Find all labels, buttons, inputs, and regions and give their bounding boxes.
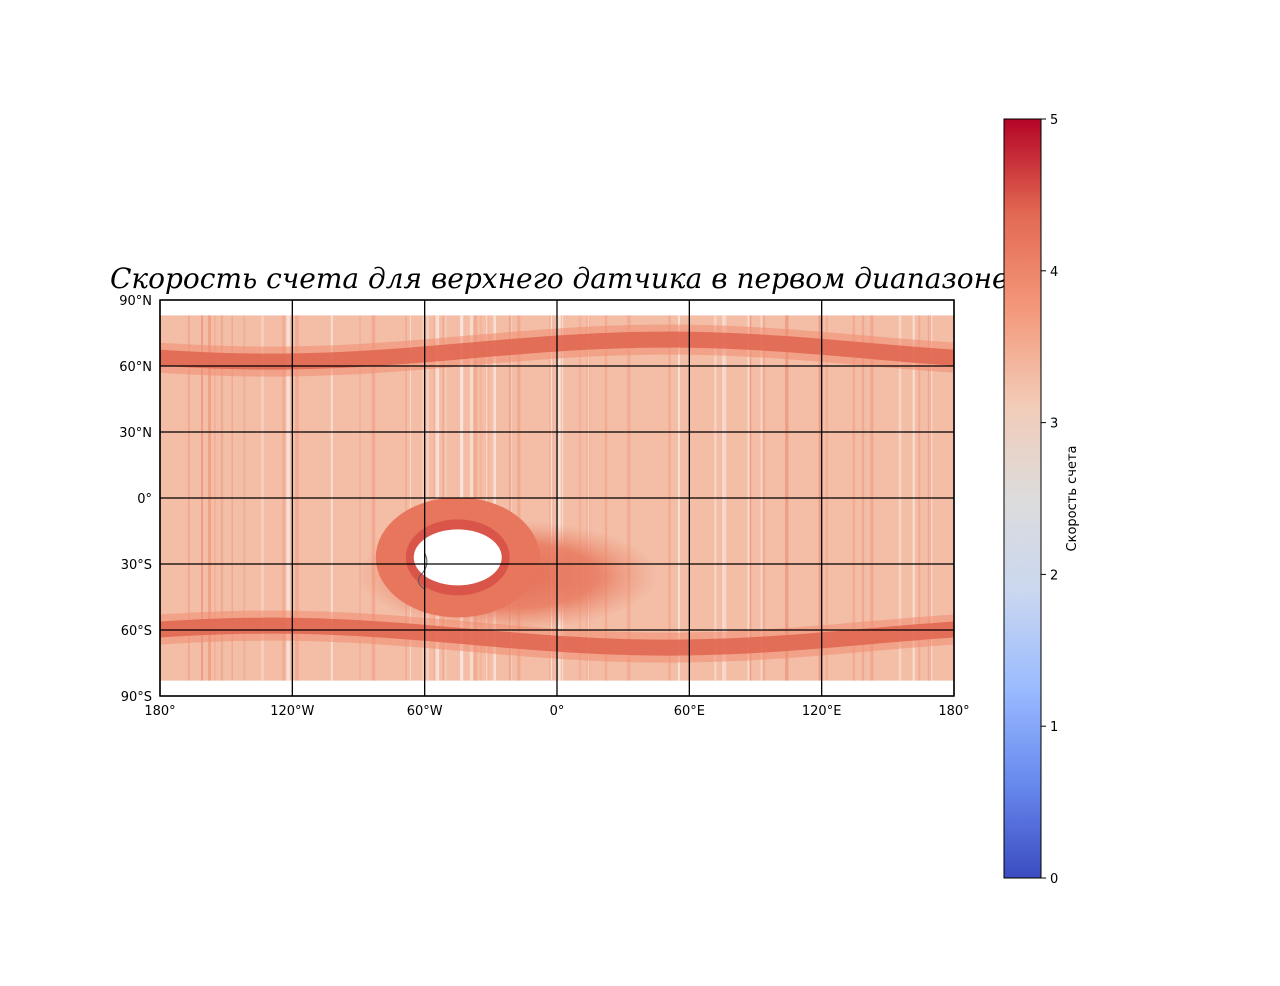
lon-tick-label: 180° — [938, 704, 969, 719]
lat-tick-label: 0° — [137, 492, 152, 507]
map-title: Скорость счета для верхнего датчика в пе… — [110, 262, 1009, 295]
colorbar-tick-label: 5 — [1050, 113, 1058, 128]
colorbar-scale — [1003, 118, 1042, 879]
map-frame — [159, 299, 955, 697]
lat-tick-label: 30°S — [121, 558, 152, 573]
lat-tick-label: 60°S — [121, 624, 152, 639]
colorbar-tick-label: 4 — [1050, 265, 1058, 280]
colorbar: 0 1 2 3 4 5 Скорость счета — [1003, 113, 1080, 887]
lat-tick-labels: 90°N 60°N 30°N 0° 30°S 60°S 90°S — [119, 294, 152, 705]
lon-tick-labels: 180° 120°W 60°W 0° 60°E 120°E 180° — [144, 704, 969, 719]
lat-tick-label: 30°N — [119, 426, 152, 441]
saa-saturated-core — [413, 529, 502, 586]
colorbar-tick-label: 3 — [1050, 417, 1058, 432]
lon-tick-label: 120°W — [270, 704, 314, 719]
lat-tick-label: 90°S — [121, 690, 152, 705]
colorbar-label: Скорость счета — [1065, 446, 1080, 552]
colorbar-tick-label: 0 — [1050, 872, 1058, 887]
lon-tick-label: 0° — [550, 704, 565, 719]
lat-tick-label: 90°N — [119, 294, 152, 309]
lon-tick-label: 120°E — [802, 704, 842, 719]
lat-tick-label: 60°N — [119, 360, 152, 375]
lon-tick-label: 180° — [144, 704, 175, 719]
colorbar-ticks: 0 1 2 3 4 5 — [1041, 113, 1058, 887]
coastline — [417, 552, 428, 590]
colorbar-tick-label: 2 — [1050, 568, 1058, 583]
lon-tick-label: 60°W — [407, 704, 443, 719]
lon-tick-label: 60°E — [674, 704, 705, 719]
colorbar-tick-label: 1 — [1050, 720, 1058, 735]
